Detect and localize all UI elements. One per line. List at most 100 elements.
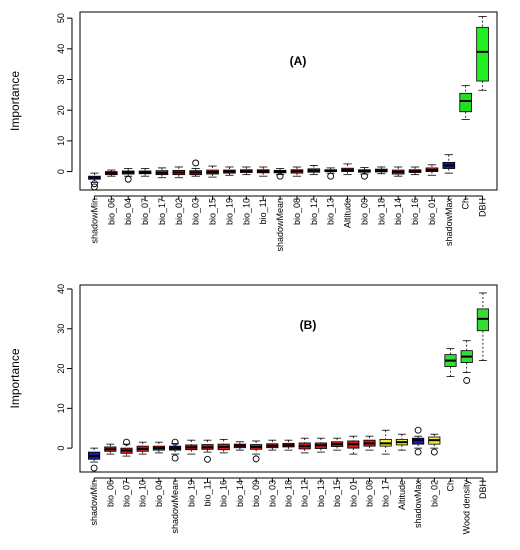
x-tick-label: bio_09	[251, 480, 261, 507]
box-bio-19	[185, 439, 198, 455]
x-tick-label: bio_17	[381, 480, 391, 507]
box-shadowmin	[88, 447, 101, 472]
box-bio-03	[189, 159, 202, 177]
x-tick-label: bio_04	[123, 198, 133, 225]
x-tick-label: Altitude	[343, 198, 353, 228]
outlier-point	[327, 172, 335, 180]
box-bio-19	[223, 166, 236, 176]
outlier-point	[124, 175, 132, 183]
outlier-point	[90, 180, 98, 188]
x-tick-label: shadowMax	[444, 198, 454, 247]
outlier-point	[276, 172, 284, 180]
x-tick-label: bio_15	[332, 480, 342, 507]
y-axis-title: Importance	[8, 71, 22, 131]
box-shadowmax	[442, 154, 456, 174]
y-tick-label: 40	[56, 284, 66, 294]
box-bio-15	[206, 165, 219, 178]
box-bio-12	[307, 165, 321, 176]
x-tick-label: bio_06	[105, 480, 115, 507]
outlier-point	[192, 159, 200, 167]
box-bio-14	[391, 166, 405, 177]
x-tick-label: bio_09	[359, 198, 369, 225]
x-tick-label: DBH	[478, 480, 488, 499]
box-bio-02	[172, 166, 186, 179]
x-tick-label: bio_19	[186, 480, 196, 507]
box-altitude	[395, 433, 408, 451]
outlier-point	[463, 377, 471, 384]
box-bio-07	[120, 438, 133, 457]
y-tick-label: 30	[56, 324, 66, 334]
y-tick-label: 0	[56, 169, 66, 174]
box-shadowmax	[412, 426, 425, 456]
y-axis-title: Importance	[8, 348, 22, 408]
box-bio-09	[358, 167, 371, 180]
x-tick-label: Wood density	[462, 480, 472, 535]
x-tick-label: Altitude	[397, 480, 407, 510]
x-tick-label: bio_08	[292, 198, 302, 225]
y-tick-label: 10	[56, 403, 66, 413]
x-tick-label: bio_11	[203, 480, 213, 506]
outlier-point	[171, 454, 179, 462]
x-tick-label: shadowMax	[413, 480, 423, 529]
x-tick-label: bio_07	[122, 480, 132, 507]
box-bio-10	[240, 166, 253, 176]
y-tick-label: 30	[56, 75, 66, 85]
box-bio-08	[363, 435, 376, 451]
box-altitude	[341, 163, 354, 176]
box-bio-17	[155, 167, 169, 179]
outlier-point	[123, 438, 130, 446]
box-bio-11	[256, 166, 270, 177]
panel-b-chart: 0 10 20 30 40 Importance (B) shadowMin bio_06 bio…	[8, 284, 498, 535]
box-bio-16	[408, 166, 422, 176]
x-tick-label: bio_10	[138, 480, 148, 507]
box-bio-09	[250, 440, 263, 463]
y-tick-label: 10	[56, 136, 66, 146]
outlier-point	[414, 448, 422, 456]
x-tick-label: shadowMean	[275, 198, 285, 252]
box-bio-12	[298, 437, 311, 454]
box-bio-04	[121, 168, 135, 183]
x-tick-label: bio_07	[140, 198, 150, 225]
y-tick-label: 40	[56, 44, 66, 54]
box-bio-15	[331, 437, 344, 451]
y-tick-label: 0	[56, 446, 66, 451]
box-bio-13	[314, 437, 327, 453]
box-shadowmean	[273, 168, 287, 180]
box-bio-08	[290, 166, 304, 177]
x-tick-label: bio_08	[365, 480, 375, 507]
x-tick-label: bio_16	[219, 480, 229, 507]
x-tick-label: Ch	[461, 198, 471, 210]
outlier-point	[90, 464, 98, 472]
x-tick-label: bio_06	[106, 198, 116, 225]
box-bio-14	[233, 441, 246, 451]
x-tick-label: bio_16	[410, 198, 420, 225]
box-body	[476, 26, 489, 82]
box-dbh	[476, 16, 489, 91]
x-tick-label: bio_12	[309, 198, 319, 225]
box-bio-02	[428, 433, 441, 456]
box-bio-16	[217, 438, 230, 454]
x-tick-label: bio_01	[427, 198, 437, 225]
outlier-point	[90, 183, 98, 191]
box-bio-07	[138, 168, 152, 177]
box-bio-06	[105, 169, 118, 177]
box-shadowmin	[88, 172, 101, 191]
outlier-point	[204, 455, 211, 463]
plot-frame	[79, 284, 498, 473]
outlier-point	[360, 172, 368, 180]
x-tick-label: bio_11	[258, 198, 268, 224]
outlier-point	[414, 426, 422, 434]
x-tick-label: bio_18	[376, 198, 386, 225]
box-bio-13	[324, 167, 337, 180]
box-bio-10	[136, 441, 149, 455]
x-tick-label: bio_15	[208, 198, 218, 225]
x-tick-label: bio_14	[393, 198, 403, 225]
x-tick-label: bio_02	[429, 480, 439, 507]
outlier-point	[252, 455, 260, 463]
plot-frame	[79, 11, 498, 191]
panel-a-chart: 0 10 20 30 40 50 Importance (A) shadowMin bio_06 b…	[8, 11, 498, 252]
x-tick-label: bio_12	[300, 480, 310, 507]
x-tick-label: shadowMin	[89, 480, 99, 526]
box-bio-17	[379, 429, 392, 455]
